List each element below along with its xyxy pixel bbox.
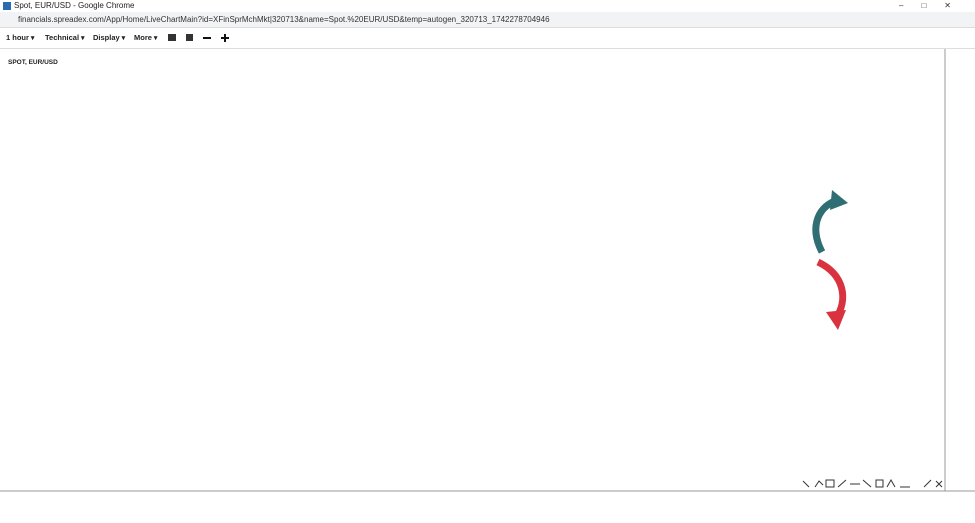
chart-toolbar: 1 hour Technical Display More (0, 28, 975, 49)
toolbar-menu[interactable]: Display (93, 28, 125, 49)
zoom-in-icon[interactable] (221, 34, 229, 42)
zoom-out-icon[interactable] (203, 37, 211, 39)
toolbar-menu[interactable]: More (134, 28, 157, 49)
save-icon[interactable] (186, 34, 193, 41)
app-icon (3, 2, 11, 10)
down-arrow-head (826, 310, 846, 330)
toolbar-menu[interactable]: 1 hour (6, 28, 34, 49)
title-bar: Spot, EUR/USD - Google Chrome –□✕ (0, 0, 975, 12)
url[interactable]: financials.spreadex.com/App/Home/LiveCha… (18, 15, 550, 24)
window-controls[interactable]: –□✕ (899, 1, 969, 10)
plot-area (0, 49, 945, 491)
chart-title: SPOT, EUR/USD (8, 59, 58, 66)
open-icon[interactable] (168, 34, 176, 41)
address-bar[interactable]: financials.spreadex.com/App/Home/LiveCha… (0, 12, 975, 28)
drawing-tools[interactable] (802, 478, 943, 488)
toolbar-icons (168, 34, 229, 42)
toolbar-menu[interactable]: Technical (45, 28, 85, 49)
window-title: Spot, EUR/USD - Google Chrome (14, 1, 135, 10)
up-arrow-head (830, 190, 848, 210)
